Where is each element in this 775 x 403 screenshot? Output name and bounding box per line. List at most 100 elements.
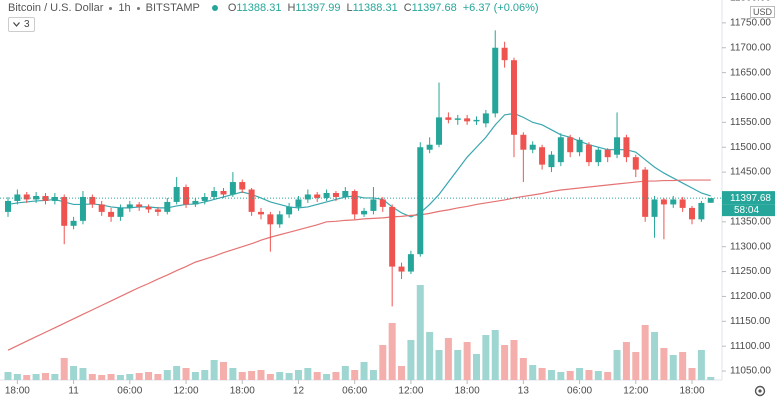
volume-bar <box>398 366 406 380</box>
candle-body <box>126 204 133 208</box>
x-tick-label: 18:00 <box>679 386 704 397</box>
volume-bar <box>32 374 40 380</box>
y-tick-label: 11700.00 <box>730 42 771 53</box>
indicators-toggle[interactable]: 3 <box>8 17 35 32</box>
volume-bar <box>463 342 471 380</box>
y-tick-label: 11250.00 <box>730 266 771 277</box>
moving-average <box>7 112 711 218</box>
interval: 1h <box>118 2 131 14</box>
ohlc-key: H <box>287 2 296 14</box>
candle-body <box>445 117 452 120</box>
volume-bar <box>651 332 659 380</box>
candle-body <box>417 147 424 255</box>
gear-center[interactable] <box>758 389 762 393</box>
x-tick-label: 12:00 <box>174 386 199 397</box>
volume-bar <box>491 330 499 380</box>
volume-bar <box>285 373 293 380</box>
price-tag <box>722 191 775 205</box>
ohlc-key: O <box>227 2 237 14</box>
volume-bar <box>23 375 31 380</box>
volume-bar <box>547 370 555 380</box>
candle-body <box>79 196 86 221</box>
indicator-count[interactable]: 3 <box>24 19 30 30</box>
candle-body <box>239 182 246 190</box>
volume-bar <box>341 366 349 380</box>
volume-bar <box>613 350 621 380</box>
volume-bar <box>332 372 340 380</box>
volume-bar <box>679 352 687 380</box>
volume-bar <box>697 350 705 380</box>
x-tick-label: 18:00 <box>5 386 30 397</box>
volume-bar <box>529 365 537 380</box>
volume-bar <box>622 342 630 380</box>
volume-bar <box>360 362 368 380</box>
candle-body <box>14 194 21 201</box>
volume-layer <box>4 285 715 380</box>
volume-bar <box>669 355 677 380</box>
volume-bar <box>519 358 527 380</box>
ohlc-key: L <box>346 2 353 14</box>
moving-average <box>7 179 711 351</box>
ohlc-value: 11397.99 <box>295 2 341 14</box>
candle-body <box>407 254 414 272</box>
candle-body <box>342 190 349 197</box>
x-tick-label: 18:00 <box>230 386 255 397</box>
gear[interactable] <box>754 385 766 397</box>
candle-body <box>557 137 564 163</box>
price-tag-label: 11397.68 <box>730 193 771 204</box>
volume-bar <box>510 340 518 380</box>
volume-bar <box>557 372 565 380</box>
candle-body <box>379 199 386 207</box>
volume-bar <box>585 370 593 380</box>
volume-bar <box>182 368 190 380</box>
volume-bar <box>51 374 59 380</box>
candle-body <box>454 118 461 120</box>
candle-body <box>70 220 77 226</box>
chevron[interactable] <box>13 22 20 27</box>
candle-body <box>201 196 208 201</box>
candle-body <box>426 144 433 150</box>
candle-body <box>173 187 180 202</box>
volume-bar <box>482 335 490 380</box>
volume-bar <box>229 368 237 380</box>
candle-body <box>670 199 677 205</box>
volume-bar <box>294 370 302 380</box>
candle-body <box>604 149 611 158</box>
y-tick-label: 11800.00 <box>730 0 771 4</box>
candle-body <box>660 199 667 205</box>
y-tick-label: 11500.00 <box>730 142 771 153</box>
candle-body <box>98 204 105 212</box>
candle-body <box>473 119 480 122</box>
moving-averages <box>7 112 711 351</box>
currency[interactable]: USD <box>750 6 775 18</box>
volume-bar <box>594 371 602 380</box>
candle-body <box>492 47 499 114</box>
change: +6.37 (+0.06%) <box>462 2 539 14</box>
volume-bar <box>276 372 284 380</box>
settings-icon[interactable] <box>754 385 766 397</box>
candle-body <box>154 209 161 212</box>
volume-bar <box>604 372 612 380</box>
volume-bar <box>266 374 274 380</box>
exchange: BITSTAMP <box>145 2 200 14</box>
volume-bar <box>688 368 696 380</box>
y-tick-label: 11550.00 <box>730 117 771 128</box>
volume-bar <box>70 366 78 380</box>
volume-bar <box>145 372 153 380</box>
volume-bar <box>632 352 640 380</box>
candle-body <box>51 196 58 201</box>
y-tick-label: 11450.00 <box>730 167 771 178</box>
symbol: Bitcoin / U.S. Dollar <box>8 2 104 14</box>
ohlc-value: 11397.68 <box>411 2 457 14</box>
volume-bar <box>79 368 87 380</box>
volume-bar <box>369 370 377 380</box>
candle-body <box>689 207 696 220</box>
candle-body <box>361 210 368 215</box>
candle-body <box>108 211 115 217</box>
candle-body <box>482 113 489 124</box>
y-tick-label: 11600.00 <box>730 92 771 103</box>
y-tick-label: 11350.00 <box>730 216 771 227</box>
candle-body <box>614 137 621 155</box>
